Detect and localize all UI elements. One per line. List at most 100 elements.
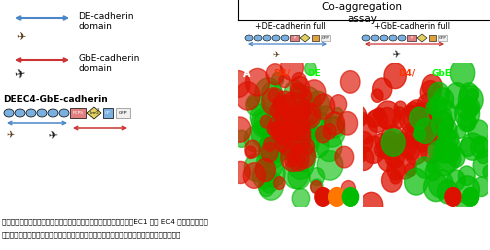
Circle shape [439, 123, 452, 138]
Circle shape [445, 188, 461, 206]
Circle shape [427, 160, 438, 173]
Circle shape [280, 117, 297, 136]
Circle shape [308, 133, 329, 158]
Circle shape [290, 83, 306, 102]
Circle shape [407, 100, 426, 122]
Circle shape [458, 166, 475, 186]
Circle shape [457, 200, 468, 214]
Circle shape [217, 106, 227, 118]
Circle shape [420, 137, 443, 163]
Circle shape [335, 146, 354, 168]
Circle shape [267, 107, 293, 136]
Circle shape [355, 150, 366, 162]
Text: GbE-cadherin
domain: GbE-cadherin domain [78, 54, 139, 74]
Circle shape [259, 172, 283, 200]
Circle shape [283, 160, 309, 189]
Text: GbE: GbE [432, 69, 452, 78]
Polygon shape [300, 34, 310, 42]
Circle shape [299, 104, 310, 116]
Circle shape [257, 120, 270, 135]
Polygon shape [417, 34, 427, 42]
Bar [312, 35, 319, 41]
Circle shape [283, 121, 295, 136]
Circle shape [292, 72, 306, 90]
Circle shape [415, 118, 436, 144]
Circle shape [313, 94, 335, 119]
Polygon shape [87, 107, 101, 119]
Circle shape [291, 76, 310, 98]
Circle shape [289, 117, 306, 137]
Circle shape [260, 115, 271, 128]
Circle shape [440, 128, 456, 146]
Circle shape [252, 163, 275, 189]
Circle shape [438, 119, 457, 141]
Text: ✈: ✈ [48, 130, 58, 141]
Circle shape [245, 154, 269, 182]
Text: DE-cadherin
domain: DE-cadherin domain [78, 12, 133, 32]
Circle shape [271, 120, 286, 138]
Circle shape [287, 125, 311, 153]
Ellipse shape [254, 35, 262, 41]
Text: Co-aggregation
assay: Co-aggregation assay [321, 2, 402, 24]
Circle shape [269, 122, 290, 146]
Circle shape [287, 148, 314, 179]
Circle shape [226, 70, 250, 98]
Circle shape [378, 148, 398, 172]
Circle shape [458, 86, 483, 114]
Circle shape [429, 170, 453, 198]
Circle shape [273, 108, 295, 133]
Text: LmG: LmG [89, 111, 99, 115]
Bar [429, 35, 436, 41]
Ellipse shape [281, 35, 289, 41]
Circle shape [269, 114, 292, 141]
Circle shape [397, 132, 410, 147]
Circle shape [330, 95, 346, 114]
Circle shape [281, 54, 303, 80]
Circle shape [403, 140, 420, 160]
Circle shape [295, 101, 311, 119]
Circle shape [372, 78, 392, 100]
Circle shape [468, 120, 489, 144]
Circle shape [311, 179, 323, 193]
Circle shape [390, 171, 401, 184]
Circle shape [431, 111, 453, 136]
Circle shape [259, 143, 279, 166]
Circle shape [416, 157, 434, 178]
Circle shape [323, 124, 336, 139]
Text: B: B [368, 69, 375, 79]
Circle shape [291, 115, 312, 139]
Circle shape [268, 89, 279, 102]
Circle shape [267, 108, 278, 121]
Circle shape [378, 108, 396, 128]
Circle shape [463, 188, 479, 206]
Circle shape [285, 154, 295, 167]
Circle shape [229, 117, 251, 142]
Circle shape [254, 110, 276, 136]
Circle shape [420, 80, 441, 104]
Circle shape [271, 122, 287, 140]
Circle shape [404, 106, 428, 133]
Text: ✈: ✈ [6, 130, 14, 140]
Circle shape [285, 112, 310, 141]
Text: 図５．キメラのカドヘリンを発現する細胞を用いた細胞集合実験．EC1 から EC4 までがショウジ: 図５．キメラのカドヘリンを発現する細胞を用いた細胞集合実験．EC1 から EC4… [2, 218, 208, 224]
Circle shape [425, 163, 441, 181]
Circle shape [309, 168, 324, 186]
Circle shape [394, 101, 407, 116]
Circle shape [262, 124, 279, 143]
Circle shape [304, 109, 318, 125]
Circle shape [305, 136, 318, 150]
Bar [290, 35, 299, 41]
Circle shape [245, 146, 256, 158]
Circle shape [410, 107, 429, 129]
Circle shape [404, 139, 427, 164]
Circle shape [271, 147, 285, 162]
Circle shape [364, 92, 377, 108]
Circle shape [266, 64, 284, 85]
Text: P: P [294, 36, 295, 40]
Circle shape [402, 123, 423, 147]
Circle shape [247, 97, 258, 110]
Circle shape [251, 120, 275, 148]
Text: ✈: ✈ [272, 50, 279, 59]
Circle shape [460, 83, 478, 104]
Circle shape [203, 157, 216, 172]
